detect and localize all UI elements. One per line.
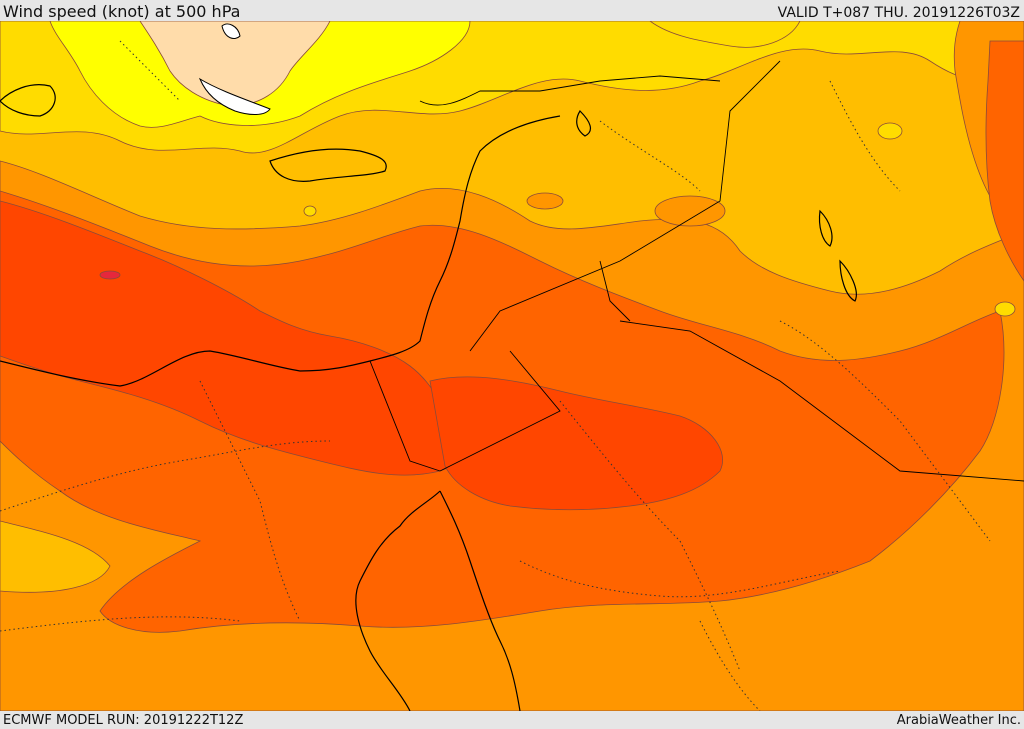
- band-deep-orange-east-edge: [985, 40, 1024, 282]
- band-gold-ne: [649, 21, 801, 48]
- lake-patch: [221, 23, 241, 39]
- internal-boundaries: [0, 40, 991, 711]
- wind-speed-map: [0, 21, 1024, 711]
- map-title: Wind speed (knot) at 500 hPa: [3, 2, 241, 21]
- blob-2: [654, 195, 726, 227]
- blob-1: [526, 192, 564, 210]
- credit: ArabiaWeather Inc.: [896, 713, 1021, 728]
- map-canvas: [0, 21, 1024, 711]
- header-bar: Wind speed (knot) at 500 hPa VALID T+087…: [0, 0, 1024, 21]
- black-sea: [198, 77, 271, 115]
- blob-5: [877, 122, 903, 140]
- coastlines: [0, 84, 857, 711]
- band-max-patch: [99, 270, 121, 280]
- model-run: ECMWF MODEL RUN: 20191222T12Z: [3, 713, 244, 728]
- blob-4: [303, 205, 317, 217]
- blob-3: [994, 301, 1016, 317]
- footer-bar: ECMWF MODEL RUN: 20191222T12Z ArabiaWeat…: [0, 711, 1024, 729]
- band-amber-sw: [0, 520, 111, 593]
- band-red-orange-east: [429, 376, 723, 511]
- borders: [369, 60, 1024, 482]
- valid-time: VALID T+087 THU. 20191226T03Z: [777, 5, 1020, 21]
